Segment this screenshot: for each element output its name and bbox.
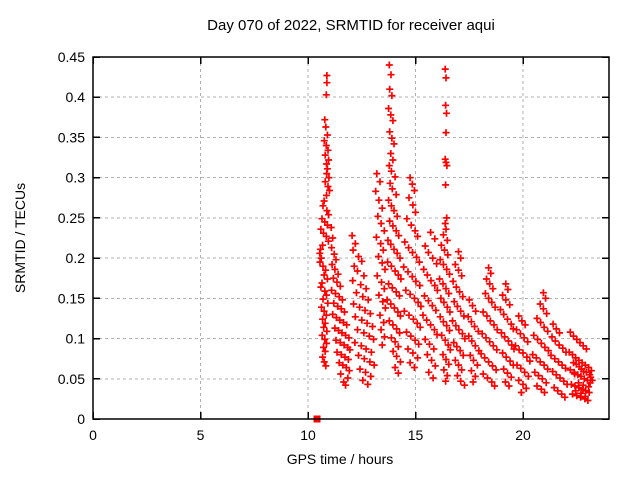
chart-title: Day 070 of 2022, SRMTID for receiver aqu…: [207, 17, 495, 34]
y-tick-label: 0.2: [66, 250, 86, 266]
y-tick-label: 0.15: [58, 290, 85, 306]
y-axis-label: SRMTID / TECUs: [12, 183, 28, 293]
y-tick-label: 0.3: [66, 170, 86, 186]
y-tick-label: 0.1: [66, 331, 86, 347]
y-tick-label: 0.35: [58, 129, 85, 145]
y-tick-label: 0: [77, 411, 85, 427]
plot-area-border: [92, 56, 610, 420]
x-tick-label: 15: [408, 427, 424, 443]
y-tick-label: 0.05: [58, 371, 85, 387]
plus-markers: [316, 61, 596, 404]
x-axis-label: GPS time / hours: [287, 451, 394, 467]
y-tick-label: 0.45: [58, 49, 85, 65]
x-tick-label: 5: [197, 427, 205, 443]
x-tick-label: 20: [515, 427, 531, 443]
axis-tick-labels: 0 5 10 15 20 0 0.05 0.1 0.15 0.2 0.25 0.3 0.35 0.4 0.4…: [58, 49, 531, 443]
x-tick-label: 0: [89, 427, 97, 443]
y-tick-label: 0.25: [58, 210, 85, 226]
x-tick-label: 10: [300, 427, 316, 443]
y-tick-label: 0.4: [66, 89, 86, 105]
axis-ticks: [92, 56, 609, 420]
